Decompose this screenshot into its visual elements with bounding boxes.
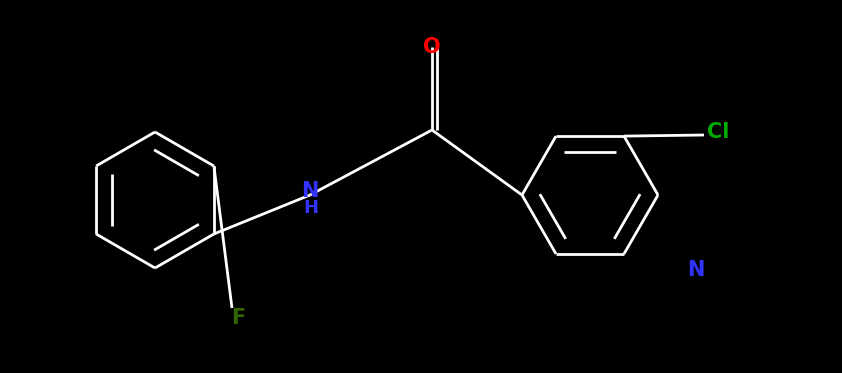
Text: Cl: Cl [706, 122, 729, 142]
Text: O: O [424, 37, 441, 57]
Text: F: F [231, 308, 245, 328]
Text: N: N [687, 260, 705, 280]
Text: N: N [301, 181, 318, 201]
Text: H: H [303, 199, 318, 217]
